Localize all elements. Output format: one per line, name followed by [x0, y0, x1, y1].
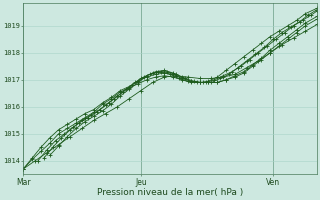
X-axis label: Pression niveau de la mer( hPa ): Pression niveau de la mer( hPa ) — [97, 188, 244, 197]
